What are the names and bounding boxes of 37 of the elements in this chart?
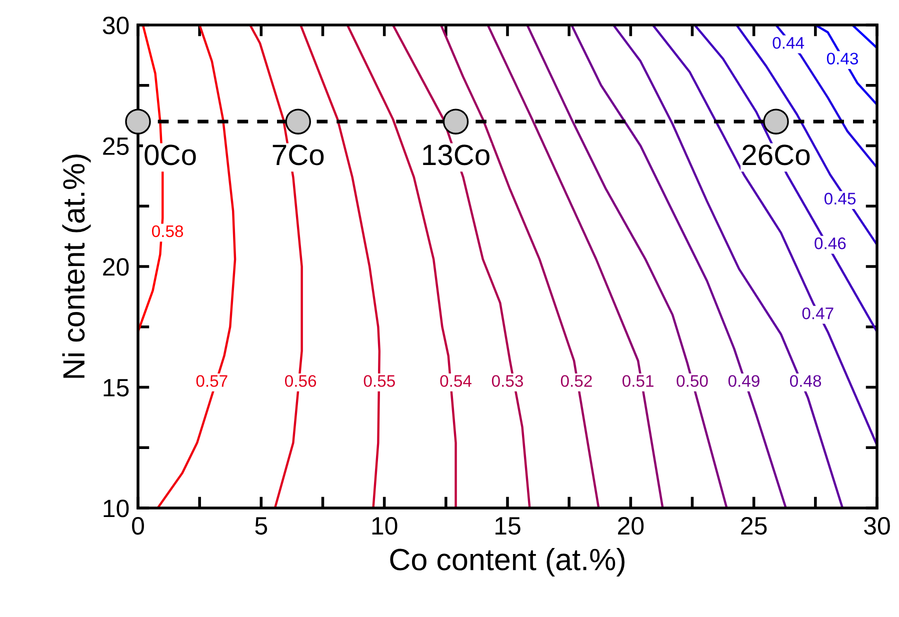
annotation: 13Co: [423, 144, 490, 166]
annotation: 0.49: [728, 375, 760, 387]
annotation: 0.58: [152, 225, 184, 238]
y-tick-label: 15: [104, 379, 129, 397]
annotation: 0.43: [826, 52, 858, 64]
x-tick-label: 10: [372, 516, 398, 535]
y-tick-label: 30: [102, 16, 129, 34]
annotation: 0.52: [560, 375, 592, 387]
annotation: 0.55: [364, 375, 395, 387]
annotation: 0.57: [196, 375, 228, 387]
annotation: 0.45: [824, 192, 856, 205]
y-tick-label: 20: [103, 258, 129, 276]
line-series: [526, 25, 728, 508]
x-tick-label: 25: [741, 516, 767, 535]
y-tick-label: 10: [104, 500, 129, 518]
x-axis-title: Co content (at.%): [390, 548, 624, 576]
y-tick-label: 25: [103, 137, 129, 156]
line-series: [652, 25, 877, 446]
annotation: 0.53: [492, 375, 523, 387]
annotation: 0.51: [622, 375, 654, 387]
annotation: 0.56: [285, 375, 316, 387]
annotation: 26Co: [742, 144, 810, 166]
x-tick-label: 20: [618, 516, 644, 535]
annotation: 0Co: [144, 144, 196, 166]
annotation: 0.47: [802, 307, 834, 320]
x-tick-label: 5: [255, 517, 268, 535]
x-tick-label: 15: [496, 517, 520, 535]
annotation: 7Co: [272, 144, 324, 166]
annotation: 0.50: [676, 375, 708, 387]
annotation: 0.44: [772, 36, 804, 49]
annotation: 0.54: [440, 375, 472, 387]
y-axis-title: Ni content (at.%): [62, 154, 91, 378]
annotation: 0.48: [790, 375, 822, 387]
line-series: [694, 25, 877, 333]
x-tick-label: 30: [864, 516, 890, 535]
annotation: 0.46: [814, 237, 846, 250]
x-tick-label: 0: [132, 516, 144, 535]
